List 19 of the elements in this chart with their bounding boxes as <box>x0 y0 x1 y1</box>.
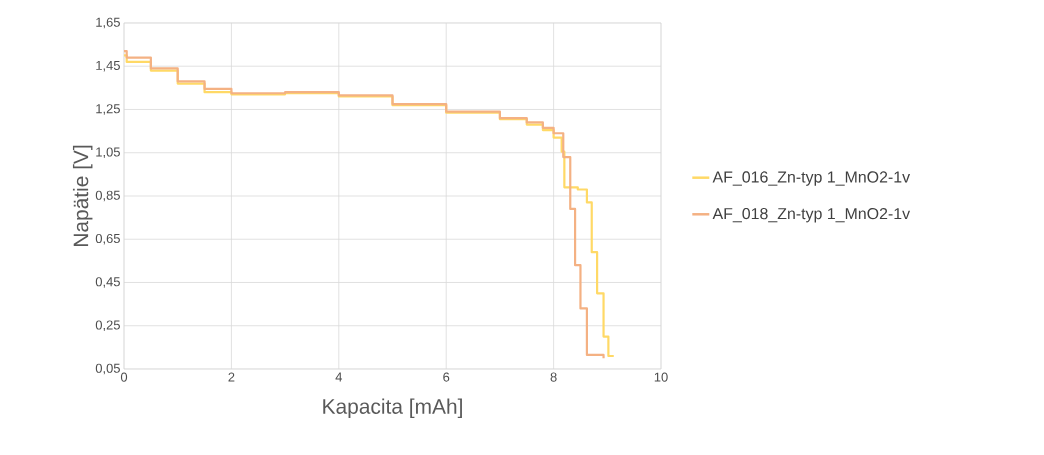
legend-label: AF_018_Zn-typ 1_MnO2-1v <box>712 207 911 223</box>
y-tick-label: 0,05 <box>95 363 120 375</box>
x-tick-label: 0 <box>120 372 128 382</box>
x-axis-title: Kapacita [mAh] <box>323 398 462 419</box>
x-tick-label: 10 <box>654 372 668 382</box>
y-axis-title: Napätie [V] <box>72 145 93 247</box>
y-tick-label: 0,45 <box>95 277 120 288</box>
y-tick-label: 0,65 <box>95 233 120 245</box>
y-tick-label: 1,45 <box>96 60 120 72</box>
x-tick-label: 2 <box>228 372 235 382</box>
x-tick-label: 4 <box>335 372 343 382</box>
x-tick-label: 8 <box>550 372 557 382</box>
x-tick-label: 6 <box>443 372 450 382</box>
y-tick-label: 0,25 <box>95 320 120 332</box>
legend-label: AF_016_Zn-typ 1_MnO2-1v <box>712 171 911 186</box>
y-tick-label: 1,05 <box>96 147 120 159</box>
y-tick-label: 1,65 <box>96 17 120 29</box>
y-tick-label: 0,85 <box>95 190 120 202</box>
y-tick-label: 1,25 <box>96 104 120 115</box>
